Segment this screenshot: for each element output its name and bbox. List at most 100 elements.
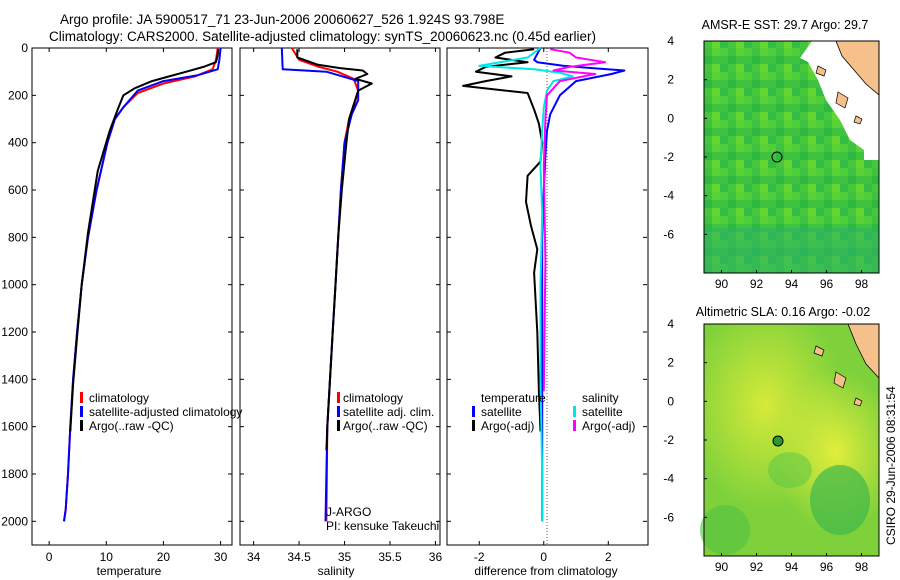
y-tick-label: 800 [8, 230, 28, 244]
map-x-tick-label: 92 [750, 277, 764, 291]
legend-label-temp-satellite: satellite [481, 405, 522, 419]
legend-swatch-temp-satellite [472, 406, 475, 417]
map-y-tick-label: -4 [663, 189, 674, 203]
x-tick-label: -2 [474, 550, 485, 564]
y-tick-label: 1800 [1, 467, 28, 481]
x-tick-label: 0 [540, 550, 547, 564]
salinity-legend: climatology satellite adj. clim. Argo(..… [337, 391, 434, 433]
x-tick-label: 36 [429, 550, 443, 564]
legend-label-climatology: climatology [343, 391, 403, 405]
sst-map-panel: AMSR-E SST: 29.7 Argo: 29.7 90 92 94 96 98 4 2… [663, 18, 880, 291]
map-y-tick-label: 0 [667, 394, 674, 408]
temperature-panel: 0 10 20 30 0 200 400 600 800 1000 1200 1400 1600 1800… [1, 41, 242, 578]
legend-swatch-climatology [80, 392, 83, 403]
y-tick-label: 200 [8, 88, 28, 102]
sla-low-1 [810, 465, 870, 535]
legend-swatch-argo [337, 420, 340, 431]
map-y-tick-label: 2 [667, 356, 674, 370]
series-line-argo-raw-qc [296, 49, 373, 451]
legend-label-temp-argo: Argo(-adj) [481, 419, 534, 433]
legend-label-sal-satellite: satellite [582, 405, 623, 419]
sla-map-title: Altimetric SLA: 0.16 Argo: -0.02 [696, 305, 870, 319]
x-tick-label: 34 [247, 550, 261, 564]
figure-title-line1: Argo profile: JA 5900517_71 23-Jun-2006 … [60, 12, 504, 27]
map-y-tick-label: 4 [667, 34, 674, 48]
legend-swatch-sal-satellite [573, 406, 576, 417]
difference-axes-frame [446, 47, 649, 546]
series-line-climatology [63, 47, 219, 522]
legend-swatch-sal-argo [573, 420, 576, 431]
map-y-tick-label: -6 [663, 227, 674, 241]
map-y-tick-label: 0 [667, 111, 674, 125]
x-tick-label: 35 [338, 550, 352, 564]
sla-map-panel: Altimetric SLA: 0.16 Argo: -0.02 90 92 94 9… [663, 305, 880, 574]
x-tick-label: 10 [100, 550, 114, 564]
difference-legend: temperature satellite Argo(-adj) salinit… [472, 391, 635, 433]
map-x-tick-label: 98 [855, 560, 869, 574]
sla-low-3 [768, 452, 812, 488]
x-tick-label: 30 [214, 550, 228, 564]
map-x-tick-label: 90 [715, 560, 729, 574]
legend-label-sal-argo: Argo(-adj) [582, 419, 635, 433]
pi-line2: PI: kensuke Takeuchi [326, 519, 439, 533]
island-1 [813, 345, 825, 357]
map-y-tick-label: -2 [663, 433, 674, 447]
map-y-tick-label: 4 [667, 317, 674, 331]
legend-label-climatology: climatology [89, 391, 149, 405]
csiro-timestamp: CSIRO 29-Jun-2006 08:31:54 [884, 386, 898, 545]
map-x-tick-label: 92 [750, 560, 764, 574]
y-tick-label: 600 [8, 183, 28, 197]
island-2 [835, 91, 849, 109]
y-tick-label: 1600 [1, 420, 28, 434]
map-y-tick-label: -2 [663, 150, 674, 164]
series-line-satellite-temperature [533, 47, 626, 522]
map-x-tick-label: 96 [820, 277, 834, 291]
legend-label-satellite: satellite adj. clim. [343, 405, 434, 419]
island-3 [853, 397, 863, 407]
legend-header-salinity: salinity [582, 391, 619, 405]
map-x-tick-label: 90 [715, 277, 729, 291]
legend-label-argo: Argo(..raw -QC) [89, 419, 174, 433]
legend-swatch-climatology [337, 392, 340, 403]
series-line-satellite-adj-clim [280, 47, 360, 522]
y-tick-label: 1000 [1, 278, 28, 292]
y-tick-label: 1200 [1, 325, 28, 339]
difference-panel: -2 0 2 difference from climatology tempera… [446, 47, 649, 578]
series-line-satellite-salinity [478, 47, 574, 522]
y-tick-label: 2000 [1, 514, 28, 528]
map-y-tick-label: 2 [667, 73, 674, 87]
map-x-tick-label: 96 [820, 560, 834, 574]
x-tick-label: 2 [605, 550, 612, 564]
x-tick-label: 0 [46, 550, 53, 564]
legend-label-satellite: satellite-adjusted climatology [89, 405, 242, 419]
argo-float-marker [771, 151, 783, 163]
series-line-argo-adj-salinity [542, 48, 607, 392]
sst-deep-water-band [704, 228, 879, 273]
y-tick-label: 400 [8, 136, 28, 150]
legend-header-temperature: temperature [481, 391, 546, 405]
figure-title-line2: Climatology: CARS2000. Satellite-adjuste… [49, 29, 596, 44]
temperature-axes-frame [31, 47, 233, 546]
y-tick-label: 0 [21, 41, 28, 55]
map-x-tick-label: 98 [855, 277, 869, 291]
island-1 [815, 65, 827, 77]
sst-map-title: AMSR-E SST: 29.7 Argo: 29.7 [702, 18, 869, 32]
difference-xlabel: difference from climatology [474, 564, 617, 578]
legend-swatch-satellite [337, 406, 340, 417]
argo-float-marker [772, 435, 784, 447]
x-tick-label: 34.5 [287, 550, 311, 564]
legend-swatch-satellite [80, 406, 83, 417]
sla-low-2 [700, 505, 750, 555]
series-line-argo-adj-temperature [462, 48, 544, 432]
y-tick-label: 1400 [1, 372, 28, 386]
island-3 [853, 115, 863, 125]
salinity-xlabel: salinity [318, 564, 355, 578]
temperature-legend: climatology satellite-adjusted climatolo… [80, 391, 242, 433]
island-2 [833, 371, 847, 389]
salinity-axes-frame [239, 47, 441, 546]
legend-swatch-argo [80, 420, 83, 431]
map-y-tick-label: -6 [663, 510, 674, 524]
series-line-satellite-adjusted-climatology [63, 47, 222, 522]
map-x-tick-label: 94 [785, 560, 799, 574]
